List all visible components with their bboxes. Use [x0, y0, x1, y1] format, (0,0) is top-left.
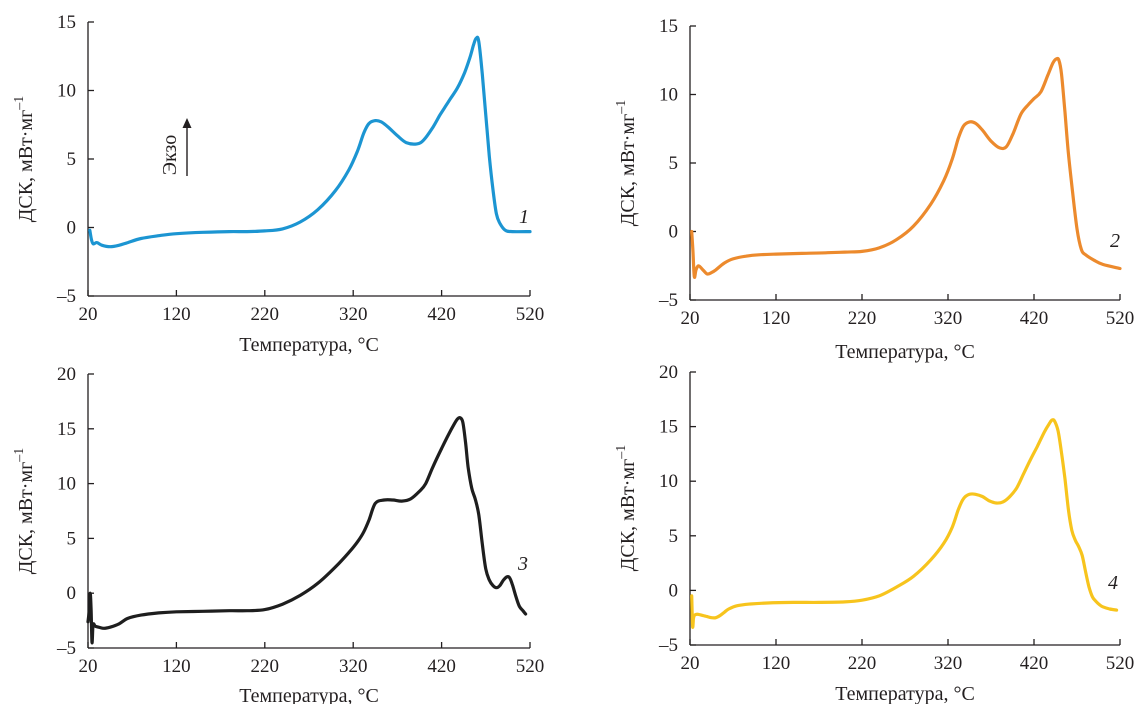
y-tick-label: 0	[67, 218, 77, 239]
y-tick-label: –5	[658, 290, 678, 311]
curve-label: 3	[517, 553, 528, 575]
y-tick-label: 0	[669, 222, 679, 243]
x-axis-label: Температура, °C	[239, 685, 379, 704]
y-tick-label: 10	[57, 81, 76, 102]
x-tick-label: 220	[251, 656, 280, 677]
dsc-panel-3: Температура, °C ДСК, мВт·мг–1 3 20 120 220…	[12, 364, 544, 704]
y-tick-label: 15	[659, 16, 678, 37]
y-tick-label: 5	[67, 149, 77, 170]
x-axis-label: Температура, °C	[239, 334, 379, 356]
exo-label: Экзо	[159, 135, 181, 175]
y-axis-label-text: ДСК, мВт·мг	[617, 459, 639, 572]
x-tick-label: 220	[848, 653, 877, 674]
curve-label: 4	[1108, 572, 1118, 594]
x-tick-label: 120	[762, 308, 791, 329]
y-tick-label: 15	[57, 12, 76, 33]
y-tick-label: 20	[659, 362, 678, 383]
x-tick-label: 220	[848, 308, 877, 329]
dsc-panel-1: Температура, °C ДСК, мВт·мг–1 1 20 120 220…	[12, 12, 544, 356]
y-axis-label-exponent: –1	[614, 445, 629, 460]
x-tick-label: 520	[1106, 308, 1135, 329]
x-axis-label: Температура, °C	[835, 341, 975, 363]
y-tick-label: 10	[659, 471, 678, 492]
y-axis-label-text: ДСК, мВт·мг	[617, 114, 639, 227]
dsc-curve-1	[88, 35, 532, 249]
x-tick-label: 20	[681, 308, 700, 329]
x-tick-label: 120	[162, 656, 191, 677]
y-axis-label: ДСК, мВт·мг–1	[614, 100, 639, 227]
exo-arrow-head	[182, 118, 192, 128]
curve-label: 2	[1110, 230, 1120, 252]
y-axis-label-text: ДСК, мВт·мг	[15, 110, 37, 223]
y-tick-label: –5	[658, 635, 678, 656]
y-tick-label: 15	[659, 417, 678, 438]
x-tick-label: 520	[516, 304, 545, 325]
y-axis-label-exponent: –1	[614, 100, 629, 115]
curve-label: 1	[519, 206, 529, 228]
y-tick-label: 10	[57, 474, 76, 495]
dsc-curve-2	[690, 56, 1122, 279]
x-tick-label: 20	[79, 304, 98, 325]
y-tick-label: 5	[669, 526, 679, 547]
y-tick-label: –5	[56, 638, 76, 659]
y-tick-label: 5	[669, 153, 679, 174]
y-axis-label: ДСК, мВт·мг–1	[12, 448, 37, 575]
x-tick-label: 520	[1106, 653, 1135, 674]
x-tick-label: 220	[251, 304, 280, 325]
y-axis-label-text: ДСК, мВт·мг	[15, 462, 37, 575]
x-tick-label: 320	[339, 304, 368, 325]
y-axis-label: ДСК, мВт·мг–1	[614, 445, 639, 572]
y-axis-label: ДСК, мВт·мг–1	[12, 96, 37, 223]
x-tick-label: 120	[762, 653, 791, 674]
dsc-curve-3	[86, 416, 528, 645]
x-tick-label: 420	[1020, 308, 1049, 329]
x-tick-label: 420	[427, 656, 456, 677]
x-tick-label: 520	[516, 656, 545, 677]
x-tick-label: 320	[339, 656, 368, 677]
y-tick-label: –5	[56, 286, 76, 307]
y-tick-label: 5	[67, 528, 77, 549]
x-tick-label: 320	[934, 308, 963, 329]
dsc-curve-4	[690, 418, 1119, 629]
x-tick-label: 420	[1020, 653, 1049, 674]
x-tick-label: 120	[162, 304, 191, 325]
x-tick-label: 20	[79, 656, 98, 677]
y-tick-label: 10	[659, 85, 678, 106]
y-tick-label: 0	[669, 580, 679, 601]
y-axis-label-exponent: –1	[12, 96, 27, 111]
y-tick-label: 0	[67, 583, 77, 604]
x-tick-label: 320	[934, 653, 963, 674]
dsc-panel-4: Температура, °C ДСК, мВт·мг–1 4 20 120 220…	[614, 362, 1134, 704]
dsc-panel-2: Температура, °C ДСК, мВт·мг–1 2 20 120 220…	[614, 16, 1134, 363]
x-tick-label: 420	[427, 304, 456, 325]
y-tick-label: 15	[57, 419, 76, 440]
y-axis-label-exponent: –1	[12, 448, 27, 463]
x-axis-label: Температура, °C	[835, 683, 975, 704]
x-tick-label: 20	[681, 653, 700, 674]
y-tick-label: 20	[57, 364, 76, 385]
exo-indicator: Экзо	[159, 118, 192, 176]
